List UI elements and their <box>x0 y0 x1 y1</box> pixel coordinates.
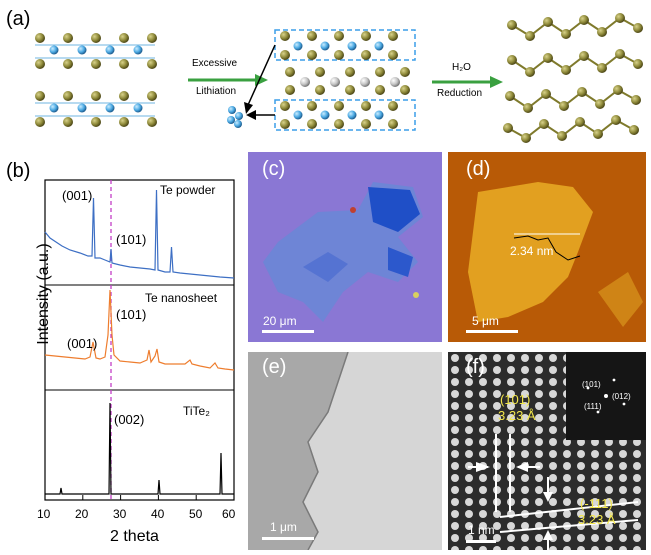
f-scale-label: 1 nm <box>468 523 495 537</box>
f-spacing2: 3.23 Å <box>578 512 616 527</box>
intercalated-structure <box>274 29 416 131</box>
te-nanosheet-peak-101: (101) <box>116 307 147 322</box>
c-scale-bar <box>262 330 314 333</box>
panel-b-label: (b) <box>6 160 31 182</box>
f-spacing1: 3.23 Å <box>498 408 536 423</box>
b-xtick-20: 20 <box>75 507 89 521</box>
trace-tite2-label: TiTe₂ <box>183 404 210 418</box>
b-xtick-50: 50 <box>189 507 203 521</box>
te-powder-peak-101: (101) <box>116 232 147 247</box>
panel-c-optical-image <box>248 152 442 342</box>
c-scale-label: 20 μm <box>263 314 297 328</box>
arrow2-bottom: Reduction <box>437 88 483 99</box>
titel2-atoms <box>35 33 157 127</box>
b-xlabel: 2 theta <box>110 528 159 545</box>
d-scale-bar <box>466 330 518 333</box>
te-atoms <box>503 13 643 143</box>
d-height-label: 2.34 nm <box>510 244 554 258</box>
e-scale-bar <box>262 537 314 540</box>
f-scale-bar <box>466 540 496 543</box>
fft-label-111: (111) <box>584 402 602 411</box>
b-xtick-40: 40 <box>151 507 165 521</box>
arrow1-line1: Excessive <box>192 58 238 69</box>
panel-d-label: (d) <box>466 158 491 180</box>
trace-te-nanosheet-label: Te nanosheet <box>145 291 218 305</box>
panel-f-hrtem-image <box>448 352 646 550</box>
titel2-structure <box>35 44 155 117</box>
panel-f-label: (f) <box>466 356 485 378</box>
arrow2-top: H₂O <box>452 62 471 73</box>
panel-d-afm-image <box>448 152 646 342</box>
panel-e-tem-image <box>248 352 442 550</box>
trace-te-powder-label: Te powder <box>160 183 216 197</box>
b-xtick-10: 10 <box>37 507 51 521</box>
b-xtick-30: 30 <box>113 507 127 521</box>
fft-label-101: (101) <box>582 380 601 389</box>
panel-c-label: (c) <box>262 158 286 180</box>
d-scale-label: 5 μm <box>472 314 499 328</box>
te-powder-peak-001: (001) <box>62 188 93 203</box>
panel-b-xrd-plot <box>44 179 235 501</box>
panel-a-label: (a) <box>6 8 31 30</box>
ti-cluster <box>227 106 243 128</box>
b-ylabel: Intensity (a.u.) <box>35 243 52 345</box>
f-plane2: (-111) <box>580 496 613 511</box>
b-xtick-60: 60 <box>222 507 236 521</box>
f-plane1: (101) <box>500 392 531 407</box>
panel-e-label: (e) <box>262 356 287 378</box>
e-scale-label: 1 μm <box>270 520 297 534</box>
tite2-peak-002: (002) <box>114 412 145 427</box>
fft-label-012: (012) <box>612 392 631 401</box>
panel-a-schematic <box>35 13 643 143</box>
te-nanosheet-peak-001: (001) <box>67 336 98 351</box>
arrow1-line2: Lithiation <box>196 86 237 97</box>
